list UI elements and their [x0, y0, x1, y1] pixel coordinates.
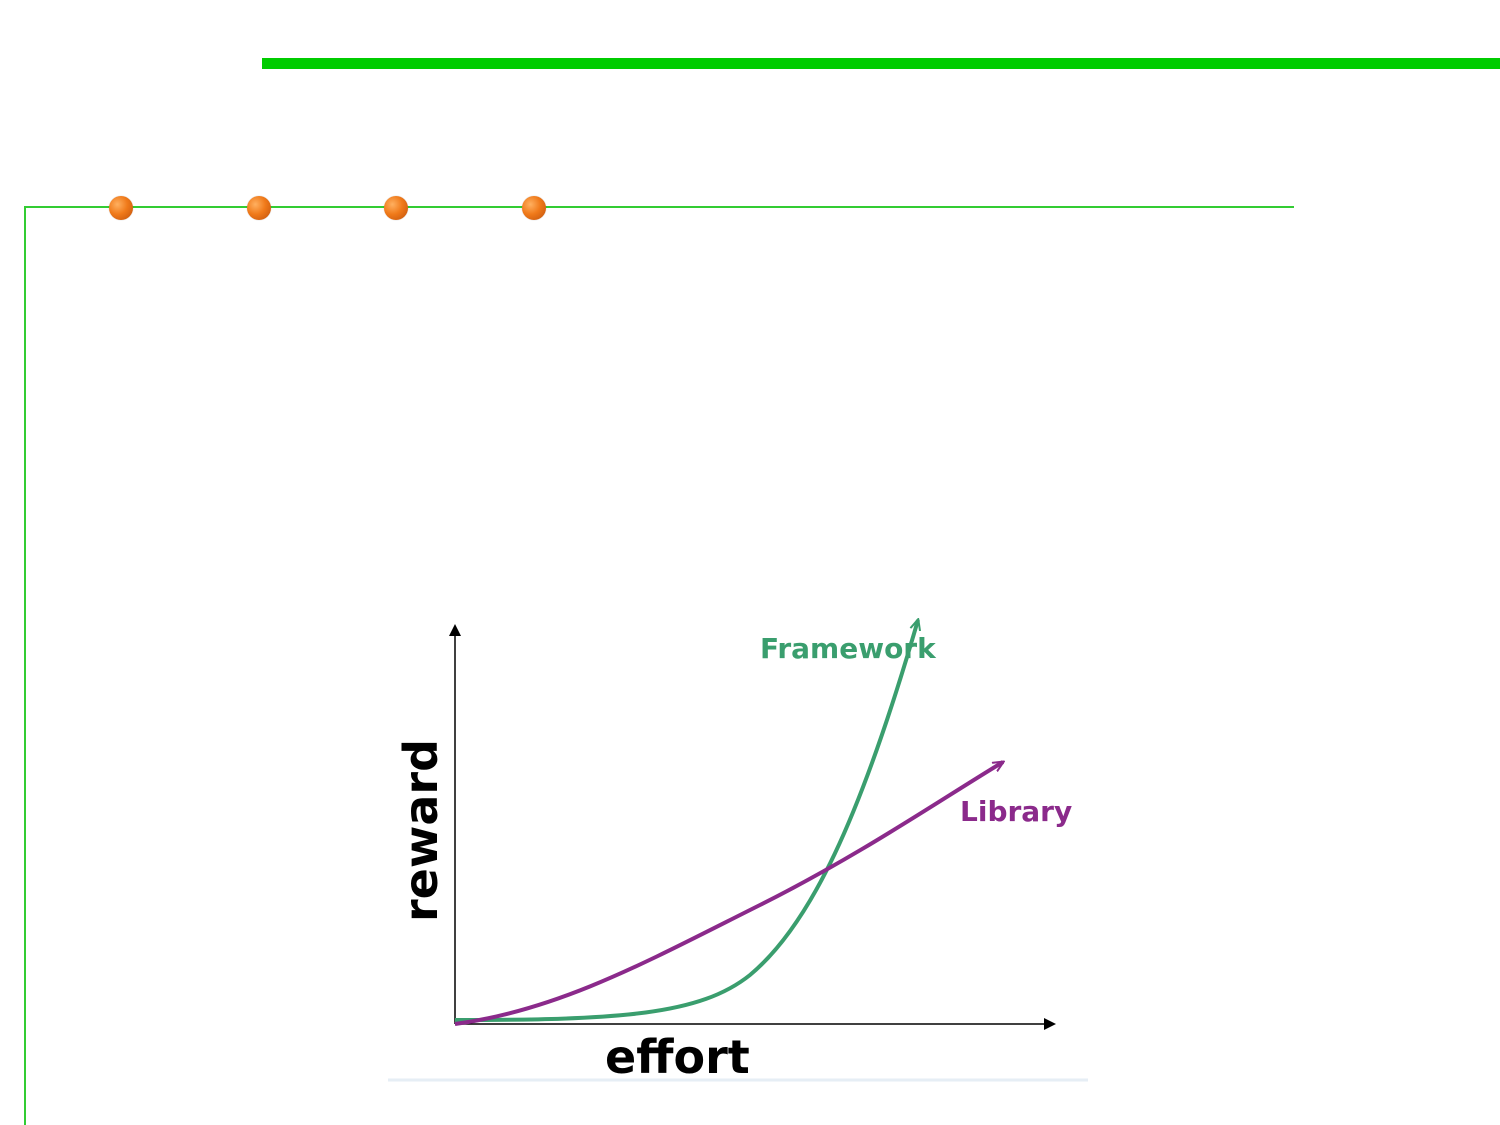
bullet-dot-3: [384, 196, 408, 220]
library-label: Library: [960, 795, 1072, 828]
top-accent-bar: [262, 58, 1500, 69]
vertical-rule: [24, 206, 26, 1125]
bullet-dot-4: [522, 196, 546, 220]
framework-label: Framework: [760, 632, 937, 665]
bullet-dot-2: [247, 196, 271, 220]
bullet-dot-1: [109, 196, 133, 220]
y-axis-label: reward: [394, 739, 448, 922]
x-axis-label: effort: [605, 1030, 750, 1084]
framework-curve: [454, 620, 918, 1022]
library-curve: [454, 762, 1003, 1026]
horizontal-rule: [24, 206, 1294, 208]
